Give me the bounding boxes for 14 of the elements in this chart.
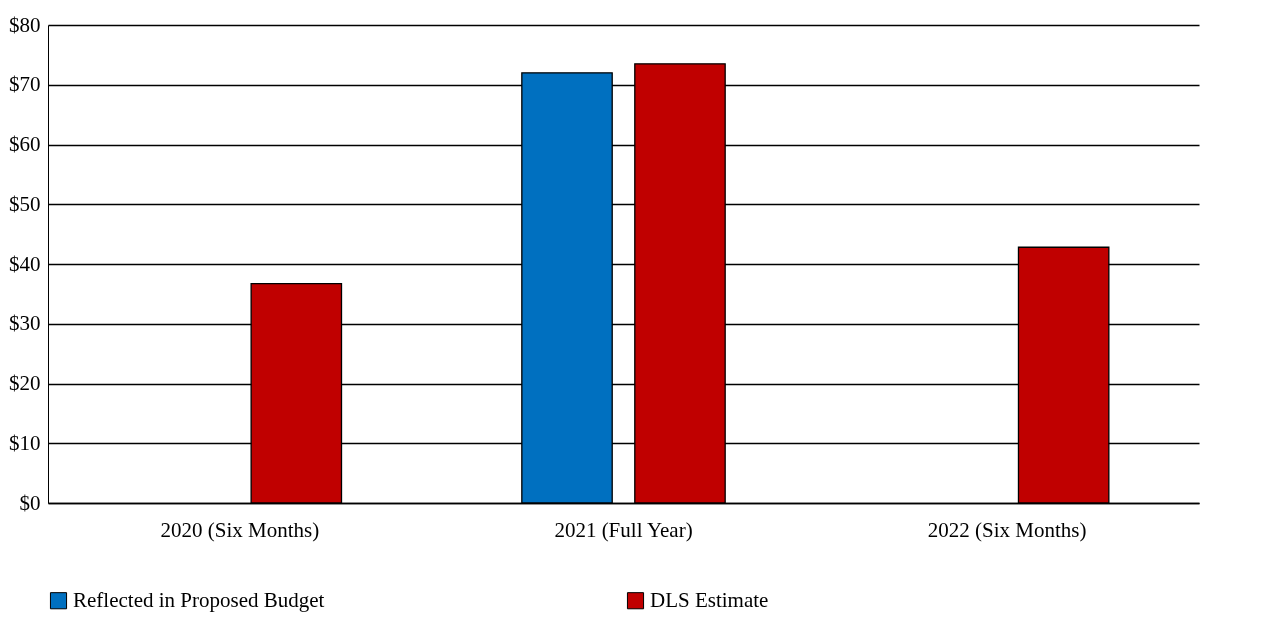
y-tick-label: $60 (9, 132, 41, 156)
y-tick-label: $50 (9, 191, 41, 216)
y-tick-label: $70 (9, 72, 41, 97)
y-tick-label: $80 (9, 12, 41, 37)
y-tick-label: $20 (9, 371, 41, 395)
x-tick-label: 2022 (Six Months) (927, 517, 1087, 542)
legend-label: Reflected in Proposed Budget (73, 587, 325, 612)
y-tick-label: $30 (9, 311, 41, 336)
y-tick-label: $0 (19, 490, 41, 515)
x-tick-label: 2020 (Six Months) (160, 517, 320, 542)
y-tick-label: $40 (9, 251, 41, 276)
x-tick-label: 2021 (Full Year) (554, 517, 693, 542)
legend-label: DLS Estimate (650, 587, 769, 612)
y-tick-label: $10 (9, 430, 41, 455)
